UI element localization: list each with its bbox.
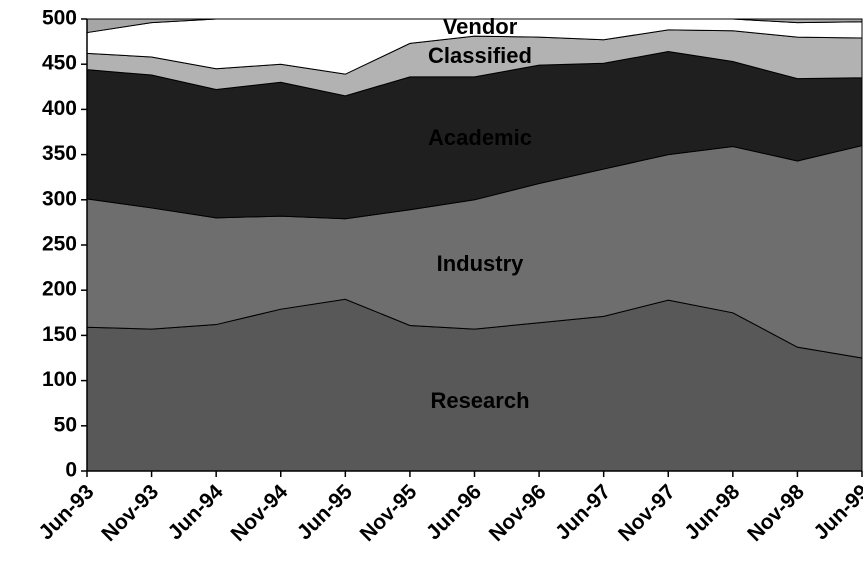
series-label: Vendor	[443, 14, 518, 39]
x-tick-label: Nov-98	[743, 480, 809, 546]
x-tick-label: Jun-95	[293, 480, 357, 544]
series-label: Industry	[437, 251, 525, 276]
y-tick-label: 100	[42, 368, 77, 391]
y-tick-label: 250	[42, 233, 77, 256]
x-tick-label: Jun-97	[551, 480, 615, 544]
series-label: Research	[430, 388, 529, 413]
y-tick-label: 300	[42, 187, 77, 210]
x-tick-label: Nov-95	[356, 480, 422, 546]
x-tick-label: Nov-94	[227, 480, 293, 546]
y-tick-label: 0	[65, 459, 77, 482]
x-tick-label: Jun-99	[809, 480, 863, 544]
y-tick-label: 200	[42, 278, 77, 301]
x-tick-label: Jun-96	[422, 480, 486, 544]
x-tick-label: Jun-93	[34, 480, 98, 544]
y-tick-label: 400	[42, 97, 77, 120]
x-tick-label: Nov-97	[614, 480, 680, 546]
y-tick-label: 500	[42, 7, 77, 30]
y-tick-label: 450	[42, 52, 77, 75]
x-tick-label: Jun-98	[680, 480, 744, 544]
x-tick-label: Nov-96	[485, 480, 551, 546]
area	[86, 18, 863, 34]
y-tick-label: 350	[42, 142, 77, 165]
x-tick-label: Nov-93	[97, 480, 163, 546]
series-label: Academic	[428, 125, 532, 150]
y-tick-label: 50	[54, 413, 77, 436]
x-tick-label: Jun-94	[164, 480, 228, 544]
y-tick-label: 150	[42, 323, 77, 346]
series-label: Classified	[428, 43, 532, 68]
